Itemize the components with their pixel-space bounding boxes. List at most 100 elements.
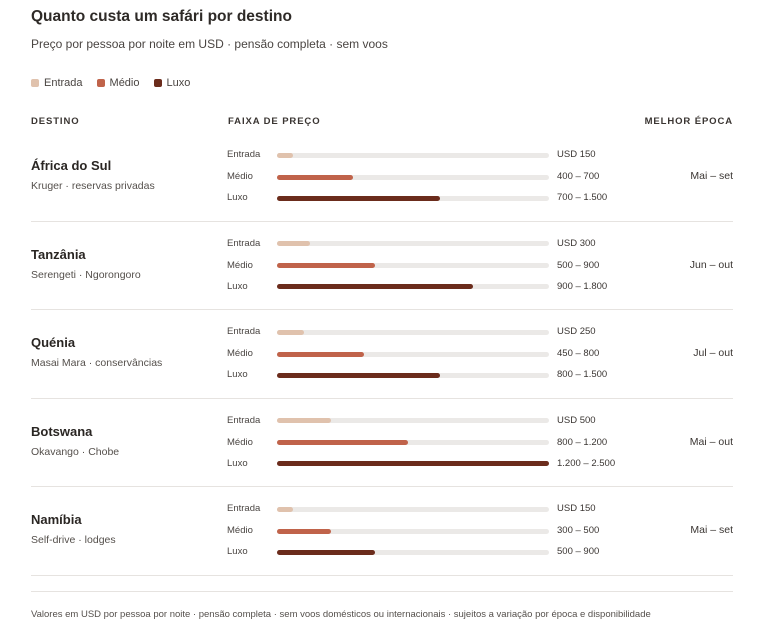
destination-name: África do Sul [31, 158, 112, 173]
legend-swatch-entrada [31, 79, 39, 87]
destination-row: Tanzânia Serengeti · Ngorongoro Entrada USD… [31, 222, 733, 310]
tier-row-entrada: Entrada USD 150 [227, 148, 657, 162]
tier-row-entrada: Entrada USD 250 [227, 325, 657, 339]
legend-label-entrada: Entrada [44, 77, 83, 89]
bar-luxo [277, 372, 440, 378]
destination-rows: África do Sul Kruger · reservas privadas E… [31, 133, 733, 576]
header-destination: DESTINO [31, 116, 80, 127]
price-label: 450 – 800 [557, 348, 600, 359]
bar-medio [277, 174, 353, 180]
tier-label: Luxo [227, 546, 248, 557]
tier-label: Médio [227, 436, 253, 448]
destination-name: Botswana [31, 423, 93, 439]
tier-label: Médio [227, 348, 253, 359]
destination-row: Namíbia Self-drive · lodges Entrada USD 150… [31, 487, 733, 576]
footnote: Valores em USD por pessoa por noite · pe… [31, 609, 651, 620]
tier-label: Entrada [227, 503, 261, 514]
destination-row: África do Sul Kruger · reservas privadas E… [31, 133, 733, 222]
tier-label: Luxo [227, 369, 248, 380]
tier-label: Entrada [227, 237, 261, 249]
footer-divider [31, 591, 733, 592]
tier-row-entrada: Entrada USD 150 [227, 502, 657, 516]
bar-track [277, 263, 549, 268]
bar-entrada [277, 152, 293, 158]
price-label: 1.200 – 2.500 [557, 457, 616, 469]
bar-track [277, 549, 549, 555]
legend-swatch-medio [96, 79, 105, 87]
tier-row-entrada: Entrada USD 300 [227, 237, 657, 251]
tier-label: Médio [227, 259, 253, 271]
tier-row-medio: Médio 400 – 700 [227, 170, 657, 184]
tier-label: Entrada [227, 326, 261, 337]
tier-label: Médio [227, 171, 253, 182]
bar-track [277, 241, 549, 246]
table-header: DESTINO FAIXA DE PREÇO MELHOR ÉPOCA [31, 116, 733, 128]
legend-item-luxo: Luxo [153, 77, 191, 89]
destination-name: Quénia [31, 335, 76, 350]
price-label: 900 – 1.800 [557, 280, 608, 292]
header-season: MELHOR ÉPOCA [644, 116, 733, 127]
tier-label: Luxo [227, 192, 248, 203]
bar-luxo [277, 549, 375, 555]
bar-track [277, 284, 549, 289]
bar-luxo [277, 284, 473, 289]
bar-medio [277, 263, 375, 268]
tier-row-luxo: Luxo 700 – 1.500 [227, 191, 657, 205]
price-label: USD 150 [557, 149, 596, 160]
price-label: USD 150 [557, 503, 596, 514]
chart-title: Quanto custa um safári por destino [31, 8, 292, 25]
best-season: Mai – set [690, 524, 733, 536]
price-label: USD 300 [557, 237, 596, 249]
bar-medio [277, 351, 364, 357]
price-label: 700 – 1.500 [557, 192, 608, 203]
destination-row: Quénia Masai Mara · conservâncias Entrada U… [31, 310, 733, 399]
bar-track [277, 351, 549, 357]
bar-track [277, 506, 549, 512]
legend-item-entrada: Entrada [31, 77, 83, 89]
legend-label-medio: Médio [109, 77, 140, 89]
bar-medio [277, 440, 408, 445]
destination-subtitle: Kruger · reservas privadas [31, 180, 155, 192]
bar-track [277, 461, 549, 466]
destination-subtitle: Serengeti · Ngorongoro [31, 268, 141, 281]
bar-medio [277, 528, 331, 534]
bar-entrada [277, 506, 293, 512]
tier-row-luxo: Luxo 900 – 1.800 [227, 280, 657, 294]
legend-swatch-luxo [153, 79, 162, 87]
destination-row: Botswana Okavango · Chobe Entrada USD 500 Mé… [31, 399, 733, 487]
bar-track [277, 440, 549, 445]
price-label: 400 – 700 [557, 171, 600, 182]
destination-subtitle: Self-drive · lodges [31, 534, 116, 546]
bar-track [277, 372, 549, 378]
tier-label: Entrada [227, 414, 261, 426]
bar-track [277, 152, 549, 158]
tier-label: Luxo [227, 280, 248, 292]
tier-row-entrada: Entrada USD 500 [227, 414, 657, 428]
bar-entrada [277, 241, 310, 246]
price-label: 300 – 500 [557, 525, 600, 536]
destination-name: Namíbia [31, 512, 82, 527]
bar-entrada [277, 418, 331, 423]
tier-label: Entrada [227, 149, 261, 160]
price-label: USD 500 [557, 414, 596, 426]
price-label: USD 250 [557, 326, 596, 337]
tier-row-luxo: Luxo 500 – 900 [227, 545, 657, 559]
best-season: Mai – out [689, 435, 733, 448]
tier-row-medio: Médio 300 – 500 [227, 524, 657, 538]
tier-label: Médio [227, 525, 253, 536]
best-season: Jul – out [693, 347, 733, 359]
price-label: 500 – 900 [557, 546, 600, 557]
legend-label-luxo: Luxo [166, 77, 191, 89]
tier-row-medio: Médio 500 – 900 [227, 259, 657, 273]
bar-luxo [277, 461, 549, 466]
legend: Entrada Médio Luxo [31, 77, 190, 89]
bar-luxo [277, 195, 440, 201]
legend-item-medio: Médio [96, 77, 140, 89]
tier-row-medio: Médio 450 – 800 [227, 347, 657, 361]
bar-entrada [277, 329, 304, 335]
price-label: 500 – 900 [557, 259, 600, 271]
header-range: FAIXA DE PREÇO [228, 116, 321, 127]
tier-row-luxo: Luxo 800 – 1.500 [227, 368, 657, 382]
price-label: 800 – 1.200 [557, 436, 608, 448]
destination-name: Tanzânia [31, 246, 86, 262]
